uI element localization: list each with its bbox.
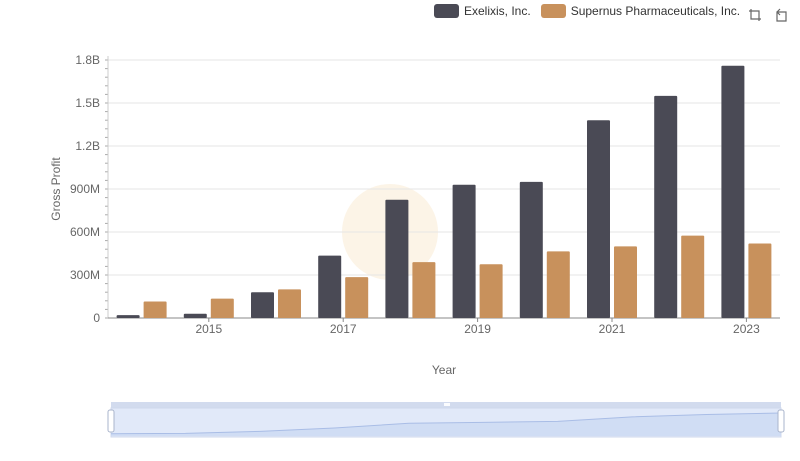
x-tick-label: 2015 — [195, 322, 222, 336]
bar-exelixis — [116, 315, 140, 318]
bar-supernus — [479, 264, 503, 318]
bar-exelixis — [385, 199, 409, 318]
bar-supernus — [614, 246, 637, 318]
bar-exelixis — [587, 120, 610, 318]
bar-exelixis — [183, 313, 207, 318]
y-tick-label: 1.8B — [75, 53, 100, 67]
bar-supernus — [412, 262, 436, 318]
bar-supernus — [546, 251, 570, 318]
bar-exelixis — [251, 292, 274, 318]
y-tick-label: 600M — [70, 225, 100, 239]
bar-supernus — [345, 277, 369, 318]
bar-exelixis — [519, 181, 543, 318]
zoom-icon[interactable] — [747, 7, 763, 23]
bar-supernus — [681, 235, 705, 318]
legend-swatch-supernus — [540, 4, 566, 18]
y-axis-title: Gross Profit — [49, 157, 63, 221]
y-tick-label: 900M — [70, 182, 100, 196]
x-tick-label: 2021 — [599, 322, 626, 336]
bar-supernus — [748, 243, 772, 318]
bar-exelixis — [452, 184, 476, 318]
bar-supernus — [278, 289, 301, 318]
bar-exelixis — [721, 65, 745, 318]
slider-grip[interactable] — [444, 403, 450, 406]
legend-label-exelixis: Exelixis, Inc. — [464, 4, 531, 18]
y-tick-label: 300M — [70, 268, 100, 282]
slider-handle-left[interactable] — [107, 409, 115, 433]
bar-supernus — [143, 301, 167, 318]
slider-overview-area — [111, 413, 781, 436]
slider-handle-right[interactable] — [777, 409, 785, 433]
legend-item-supernus[interactable]: Supernus Pharmaceuticals, Inc. — [540, 4, 741, 18]
bar-exelixis — [654, 95, 678, 318]
y-tick-label: 1.2B — [75, 139, 100, 153]
y-tick-label: 0 — [93, 311, 100, 325]
x-tick-label: 2017 — [330, 322, 357, 336]
bar-supernus — [210, 298, 234, 318]
x-tick-label: 2019 — [464, 322, 491, 336]
x-axis-title: Year — [432, 363, 456, 377]
slider-overview-line — [110, 412, 782, 435]
zoom-reset-icon[interactable] — [773, 7, 789, 23]
legend: Exelixis, Inc. Supernus Pharmaceuticals,… — [434, 4, 750, 18]
x-tick-label: 2023 — [733, 322, 760, 336]
bar-exelixis — [318, 255, 342, 318]
legend-label-supernus: Supernus Pharmaceuticals, Inc. — [570, 4, 741, 18]
legend-item-exelixis[interactable]: Exelixis, Inc. — [434, 4, 531, 18]
y-tick-label: 1.5B — [75, 96, 100, 110]
legend-swatch-exelixis — [434, 4, 459, 18]
